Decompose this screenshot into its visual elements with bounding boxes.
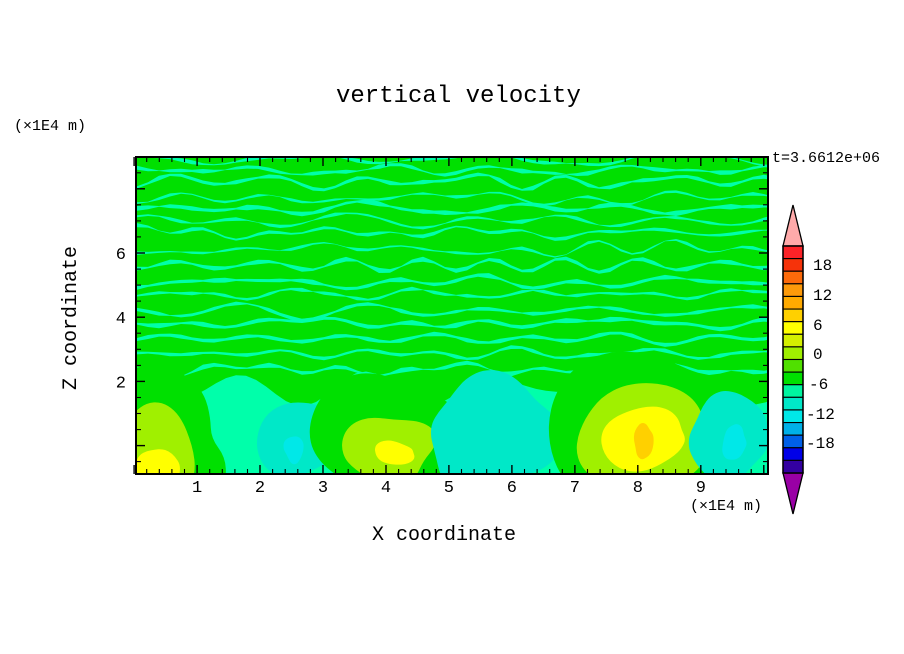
- svg-text:12: 12: [813, 287, 832, 305]
- svg-text:-18: -18: [806, 435, 835, 453]
- svg-text:6: 6: [813, 317, 823, 335]
- svg-text:-6: -6: [809, 376, 828, 394]
- svg-text:-12: -12: [806, 406, 835, 424]
- svg-text:18: 18: [813, 257, 832, 275]
- svg-text:0: 0: [813, 346, 823, 364]
